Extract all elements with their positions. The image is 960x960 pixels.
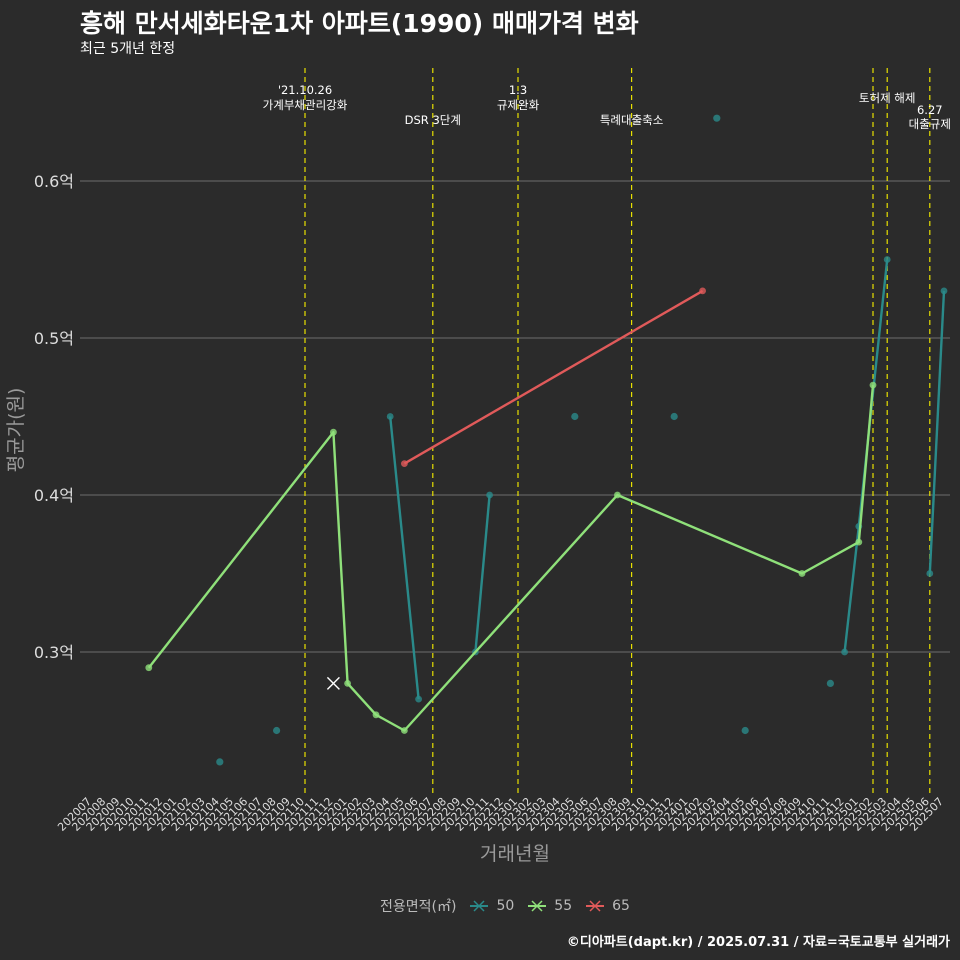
legend-key-65-icon <box>586 900 605 912</box>
legend-item-55: 55 <box>526 898 572 914</box>
legend-item-65: 65 <box>584 898 630 914</box>
event-label: 토허제 해제 <box>859 91 916 105</box>
series-50-point <box>741 726 749 735</box>
series-50-point <box>940 287 948 295</box>
chart-subtitle: 최근 5개년 한정 <box>80 41 176 57</box>
series-50-point <box>273 726 281 735</box>
series-55-point <box>401 727 408 734</box>
series-50-line <box>389 416 420 700</box>
series-55-point <box>798 570 806 577</box>
series-50-point <box>826 679 835 688</box>
y-tick-label: 0.6억 <box>34 172 74 191</box>
series-65-point <box>699 287 706 295</box>
series-50-point <box>386 413 394 420</box>
series-55-point <box>145 664 153 672</box>
legend-key-50-icon <box>470 900 489 912</box>
legend-label-55: 55 <box>554 898 573 914</box>
x-axis-title: 거래년월 <box>480 843 550 865</box>
series-65-line <box>403 289 704 465</box>
y-tick-label: 0.3억 <box>34 643 74 662</box>
series-50-point <box>571 412 579 421</box>
legend-key-55-icon <box>528 900 547 912</box>
series-55-point <box>344 680 351 687</box>
series-55-point <box>614 491 621 499</box>
series-50-point <box>415 695 422 703</box>
series-50-line <box>474 494 491 653</box>
series-50-point <box>216 758 224 766</box>
chart-title: 흥해 만서세화타운1차 아파트(1990) 매매가격 변화 <box>80 9 639 38</box>
cancelled-deal-marker <box>326 676 340 690</box>
event-label: 특례대출축소 <box>600 113 663 127</box>
series-50-point <box>883 256 891 263</box>
event-label: '21.10.26 <box>278 83 332 97</box>
legend: 전용면적(㎡) 50 55 65 <box>380 896 630 916</box>
series-50-point <box>670 412 678 421</box>
series-50-point <box>841 648 848 656</box>
series-50-line <box>928 290 946 574</box>
event-label: 1.3 <box>509 83 527 97</box>
series-55-point <box>855 538 863 546</box>
series-55-point <box>330 428 337 436</box>
legend-item-50: 50 <box>468 898 514 914</box>
event-label: 규제완화 <box>497 98 540 112</box>
event-label: 6.27 <box>917 103 943 117</box>
source-caption: ©디아파트(dapt.kr) / 2025.07.31 / 자료=국토교통부 실… <box>566 935 950 950</box>
series-65-point <box>401 460 408 467</box>
series-50-point <box>713 114 721 122</box>
y-tick-label: 0.4억 <box>34 486 74 505</box>
y-axis-title: 평균가(원) <box>5 388 27 473</box>
event-label: DSR 3단계 <box>405 113 461 127</box>
series-50-point <box>926 570 934 577</box>
legend-label-50: 50 <box>496 898 515 914</box>
y-tick-label: 0.5억 <box>34 329 74 348</box>
series-55-line <box>147 384 875 732</box>
event-label: 대출규제 <box>909 117 951 131</box>
series-55-point <box>869 381 877 389</box>
legend-label-65: 65 <box>612 898 630 914</box>
event-label: 가계부채관리강화 <box>263 98 348 112</box>
series-55-point <box>372 711 380 719</box>
series-50-point <box>486 491 493 499</box>
legend-title: 전용면적(㎡) <box>380 899 457 915</box>
